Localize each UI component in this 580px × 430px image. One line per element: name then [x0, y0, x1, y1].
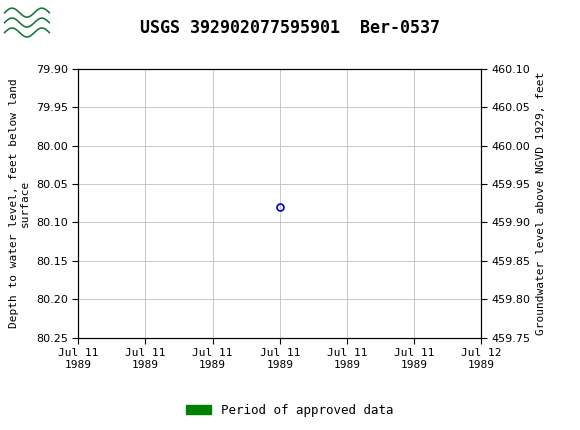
Bar — [3, 3, 52, 42]
Y-axis label: Groundwater level above NGVD 1929, feet: Groundwater level above NGVD 1929, feet — [536, 71, 546, 335]
Legend: Period of approved data: Period of approved data — [181, 399, 399, 421]
Text: USGS 392902077595901  Ber-0537: USGS 392902077595901 Ber-0537 — [140, 18, 440, 37]
Y-axis label: Depth to water level, feet below land
surface: Depth to water level, feet below land su… — [9, 78, 30, 328]
Text: USGS: USGS — [58, 12, 122, 33]
